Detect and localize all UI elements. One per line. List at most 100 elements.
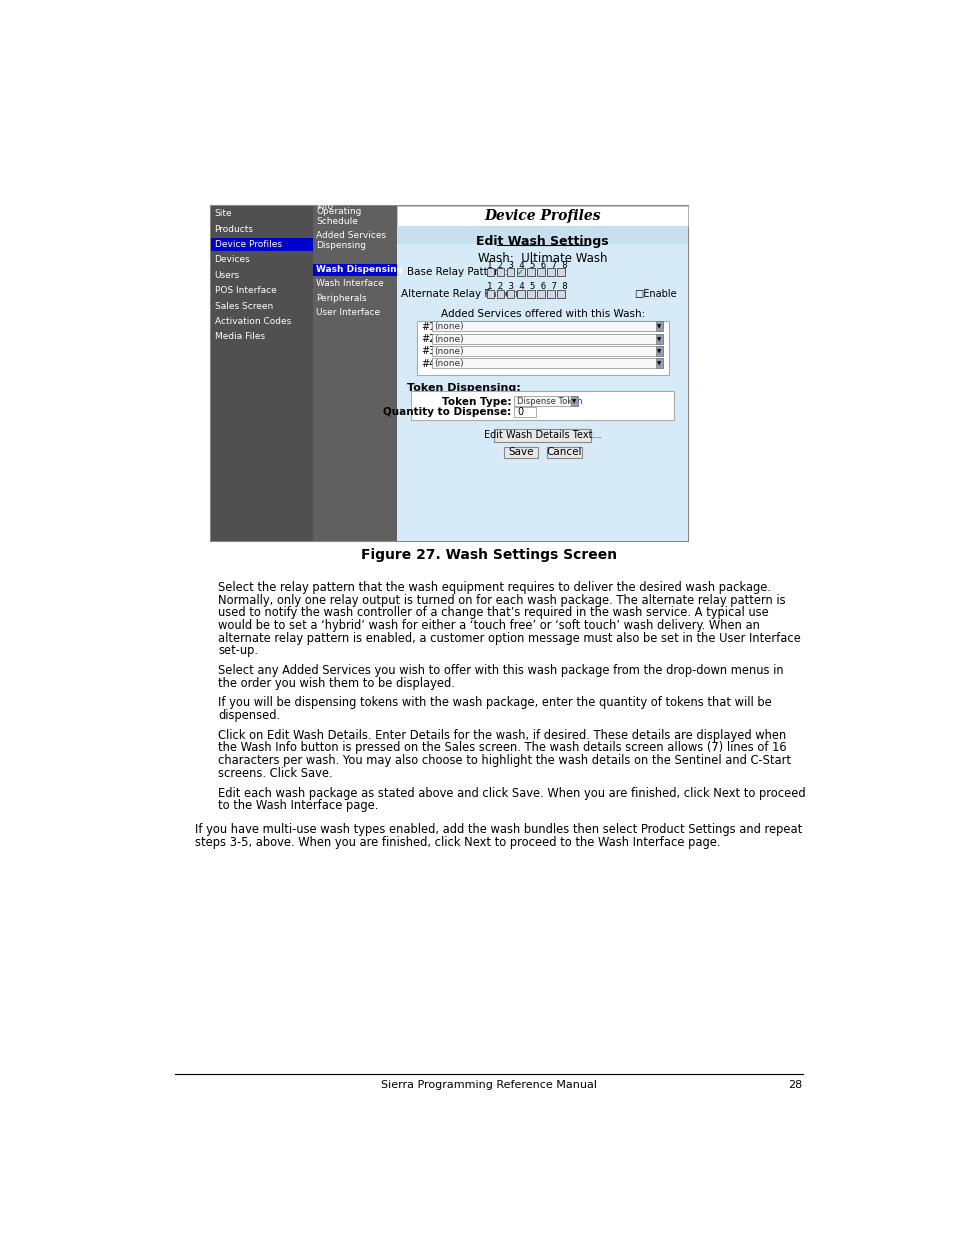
Text: Peripherals: Peripherals	[315, 294, 366, 303]
Text: ✓: ✓	[517, 268, 523, 277]
Text: Activation Codes: Activation Codes	[214, 317, 291, 326]
Text: If you have multi-use wash types enabled, add the wash bundles then select Produ: If you have multi-use wash types enabled…	[195, 824, 801, 836]
Text: set-up.: set-up.	[218, 645, 258, 657]
Text: the order you wish them to be displayed.: the order you wish them to be displayed.	[218, 677, 455, 690]
Bar	[655, 321, 661, 331]
Bar	[517, 268, 524, 275]
Bar	[416, 321, 668, 375]
Text: screens. Click Save.: screens. Click Save.	[218, 767, 333, 779]
Bar	[655, 346, 661, 356]
Text: #4: #4	[421, 359, 436, 369]
Bar	[506, 268, 514, 275]
Text: alternate relay pattern is enabled, a customer option message must also be set i: alternate relay pattern is enabled, a cu…	[218, 632, 801, 645]
Bar	[211, 238, 313, 252]
Bar	[211, 206, 687, 541]
Text: #2: #2	[421, 335, 436, 345]
Text: 0: 0	[517, 408, 523, 417]
Text: Added Services offered with this Wash:: Added Services offered with this Wash:	[440, 309, 644, 319]
Text: ▼: ▼	[657, 337, 660, 342]
Bar	[506, 290, 514, 298]
Text: Products: Products	[214, 225, 253, 233]
Text: Wash:  Ultimate Wash: Wash: Ultimate Wash	[477, 252, 607, 264]
Text: ▼: ▼	[572, 399, 576, 404]
Bar	[537, 268, 544, 275]
Text: Wash Interface: Wash Interface	[315, 279, 383, 288]
Text: Sales Screen: Sales Screen	[214, 301, 273, 310]
Text: Alternate Relay Pattern:: Alternate Relay Pattern:	[401, 289, 525, 299]
Text: (none): (none)	[435, 347, 464, 356]
Bar	[537, 290, 544, 298]
Text: POS Interface: POS Interface	[214, 287, 276, 295]
Bar	[557, 268, 564, 275]
Bar	[432, 346, 661, 356]
Text: If you will be dispensing tokens with the wash package, enter the quantity of to: If you will be dispensing tokens with th…	[218, 697, 771, 709]
Text: Save: Save	[508, 447, 534, 457]
Text: Quantity to Dispense:: Quantity to Dispense:	[382, 408, 511, 417]
Bar	[497, 290, 504, 298]
Text: (none): (none)	[435, 335, 464, 343]
Text: (none): (none)	[435, 322, 464, 331]
Bar	[397, 206, 687, 226]
Text: Media Files: Media Files	[214, 332, 264, 341]
Text: ▼: ▼	[657, 362, 660, 367]
Text: Cancel: Cancel	[546, 447, 581, 457]
Bar	[397, 226, 687, 245]
Text: (none): (none)	[435, 359, 464, 368]
Bar	[432, 321, 661, 331]
Text: Wash Dispensing: Wash Dispensing	[315, 264, 403, 274]
Text: the Wash Info button is pressed on the Sales screen. The wash details screen all: the Wash Info button is pressed on the S…	[218, 741, 786, 755]
Text: Devices: Devices	[214, 256, 250, 264]
Text: to the Wash Interface page.: to the Wash Interface page.	[218, 799, 378, 813]
Text: ▼: ▼	[657, 350, 660, 354]
Text: Operating
Schedule: Operating Schedule	[315, 207, 361, 226]
Text: User Interface: User Interface	[315, 309, 380, 317]
Text: Figure 27. Wash Settings Screen: Figure 27. Wash Settings Screen	[360, 548, 617, 562]
Text: Token Dispensing:: Token Dispensing:	[406, 383, 520, 393]
Bar	[397, 206, 687, 541]
Text: 1 2 3 4 5 6 7 8: 1 2 3 4 5 6 7 8	[486, 261, 567, 269]
Text: dispensed.: dispensed.	[218, 709, 280, 722]
Bar	[526, 268, 534, 275]
Text: 1 2 3 4 5 6 7 8: 1 2 3 4 5 6 7 8	[486, 283, 567, 291]
Bar	[313, 206, 397, 541]
Bar	[411, 390, 674, 420]
Text: Edit Wash Settings: Edit Wash Settings	[476, 235, 608, 248]
Bar	[514, 396, 578, 406]
Bar	[547, 447, 581, 458]
Bar	[514, 406, 536, 417]
Bar	[655, 333, 661, 343]
Bar	[313, 264, 397, 275]
Text: Dispense Token: Dispense Token	[517, 396, 581, 406]
Bar	[486, 268, 494, 275]
Bar	[432, 333, 661, 343]
Text: Select any Added Services you wish to offer with this wash package from the drop: Select any Added Services you wish to of…	[218, 664, 783, 677]
Text: Edit Wash Details Text...: Edit Wash Details Text...	[483, 431, 601, 441]
Bar	[570, 396, 578, 406]
Bar	[432, 358, 661, 368]
Text: ▼: ▼	[657, 325, 660, 330]
Bar	[557, 290, 564, 298]
Text: 28: 28	[788, 1079, 802, 1091]
Bar	[503, 447, 537, 458]
Text: Device Profiles: Device Profiles	[214, 240, 281, 249]
Text: characters per wash. You may also choose to highlight the wash details on the Se: characters per wash. You may also choose…	[218, 755, 791, 767]
Text: Base Relay Pattern:: Base Relay Pattern:	[406, 267, 508, 277]
Text: Added Services
Dispensing: Added Services Dispensing	[315, 231, 386, 251]
Bar	[517, 290, 524, 298]
Text: Info: Info	[315, 203, 333, 211]
Bar	[486, 290, 494, 298]
Text: Device Profiles: Device Profiles	[484, 209, 600, 224]
Text: #1: #1	[421, 322, 436, 332]
Text: Click on Edit Wash Details. Enter Details for the wash, if desired. These detail: Click on Edit Wash Details. Enter Detail…	[218, 729, 786, 742]
Text: Users: Users	[214, 270, 239, 280]
Text: Sierra Programming Reference Manual: Sierra Programming Reference Manual	[380, 1079, 597, 1091]
Text: used to notify the wash controller of a change that’s required in the wash servi: used to notify the wash controller of a …	[218, 606, 768, 619]
Text: would be to set a ‘hybrid’ wash for either a ‘touch free’ or ‘soft touch’ wash d: would be to set a ‘hybrid’ wash for eith…	[218, 619, 760, 632]
Text: #3: #3	[421, 347, 436, 357]
Bar	[211, 206, 313, 541]
Bar	[497, 268, 504, 275]
Bar	[494, 430, 591, 442]
Bar	[526, 290, 534, 298]
Text: steps 3-5, above. When you are finished, click Next to proceed to the Wash Inter: steps 3-5, above. When you are finished,…	[195, 836, 720, 850]
Bar	[546, 268, 555, 275]
